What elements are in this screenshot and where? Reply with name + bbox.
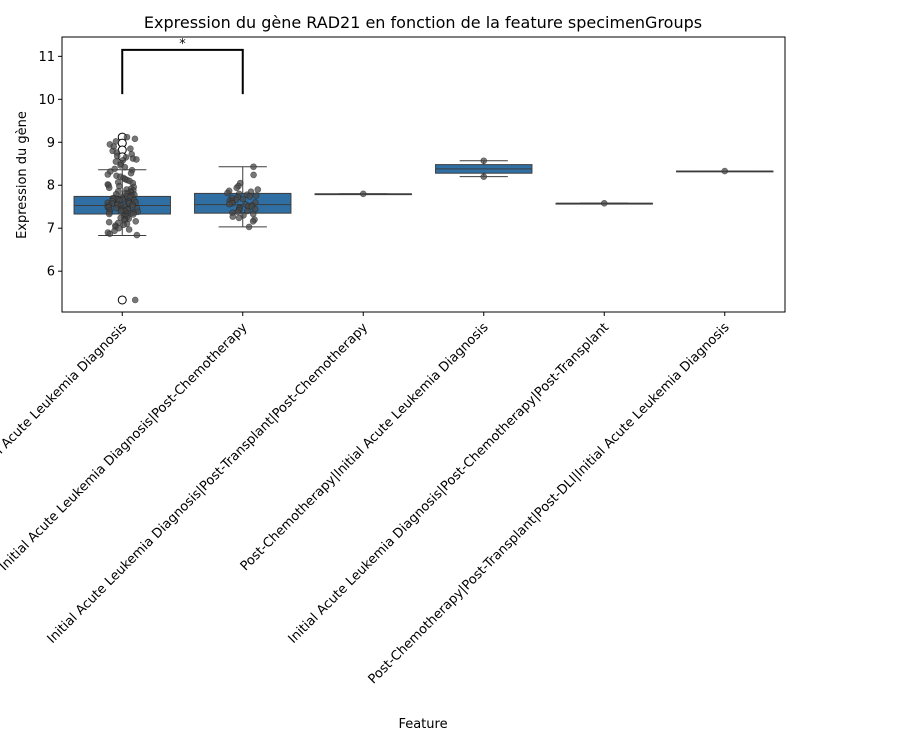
y-tick-label-4: 10 <box>38 93 55 108</box>
point-0-1 <box>131 135 139 143</box>
x-axis-label: Feature <box>398 717 447 732</box>
significance-bracket <box>121 48 244 95</box>
point-0-89 <box>105 210 113 218</box>
point-0-90 <box>129 211 137 218</box>
point-1-30 <box>244 207 251 215</box>
point-1-21 <box>226 200 233 208</box>
point-1-15 <box>239 195 247 203</box>
point-0-111 <box>131 296 139 304</box>
point-0-22 <box>104 171 112 178</box>
point-1-35 <box>229 213 237 220</box>
point-2-0 <box>359 190 367 198</box>
point-3-1 <box>480 173 488 180</box>
outlier-0-4 <box>117 295 127 305</box>
point-0-110 <box>133 231 141 239</box>
point-1-39 <box>245 223 253 231</box>
y-tick-label-2: 8 <box>47 179 55 194</box>
point-1-8 <box>224 189 231 197</box>
point-0-0 <box>123 133 131 141</box>
point-4-0 <box>600 199 608 207</box>
point-1-1 <box>250 171 257 179</box>
chart-title: Expression du gène RAD21 en fonction de … <box>144 13 702 32</box>
point-0-99 <box>105 218 113 226</box>
point-0-106 <box>125 226 133 233</box>
point-0-9 <box>113 152 121 160</box>
point-1-4 <box>233 184 240 192</box>
point-0-17 <box>121 163 129 171</box>
point-0-35 <box>105 184 113 192</box>
y-axis-label: Expression du gène <box>15 111 30 239</box>
point-0-12 <box>133 156 140 163</box>
point-1-12 <box>246 193 254 200</box>
point-0-98 <box>132 218 140 225</box>
point-5-0 <box>721 167 729 175</box>
point-0-21 <box>127 169 135 177</box>
x-tick-label-3: Post-Chemotherapy|Initial Acute Leukemia… <box>238 320 492 574</box>
plot-frame <box>61 36 786 313</box>
point-0-107 <box>111 227 118 235</box>
point-1-11 <box>252 192 260 199</box>
y-tick-label-3: 9 <box>47 136 55 151</box>
point-1-5 <box>254 186 262 193</box>
point-1-38 <box>249 218 257 225</box>
point-1-36 <box>235 214 243 222</box>
point-1-0 <box>250 163 257 171</box>
point-1-33 <box>249 210 257 218</box>
x-tick-label-1: Initial Acute Leukemia Diagnosis|Post-Ch… <box>0 320 251 574</box>
y-tick-label-0: 6 <box>47 265 55 280</box>
point-0-102 <box>120 221 127 229</box>
point-3-0 <box>480 157 488 165</box>
point-0-109 <box>106 230 114 238</box>
y-tick-label-5: 11 <box>38 50 55 65</box>
significance-label: * <box>179 37 186 52</box>
plot-area: 6 7 8 9 10 11 Initial Acute Leukemia Diagnosis… <box>0 36 786 687</box>
y-tick-label-1: 7 <box>47 222 55 237</box>
point-0-5 <box>127 145 134 153</box>
